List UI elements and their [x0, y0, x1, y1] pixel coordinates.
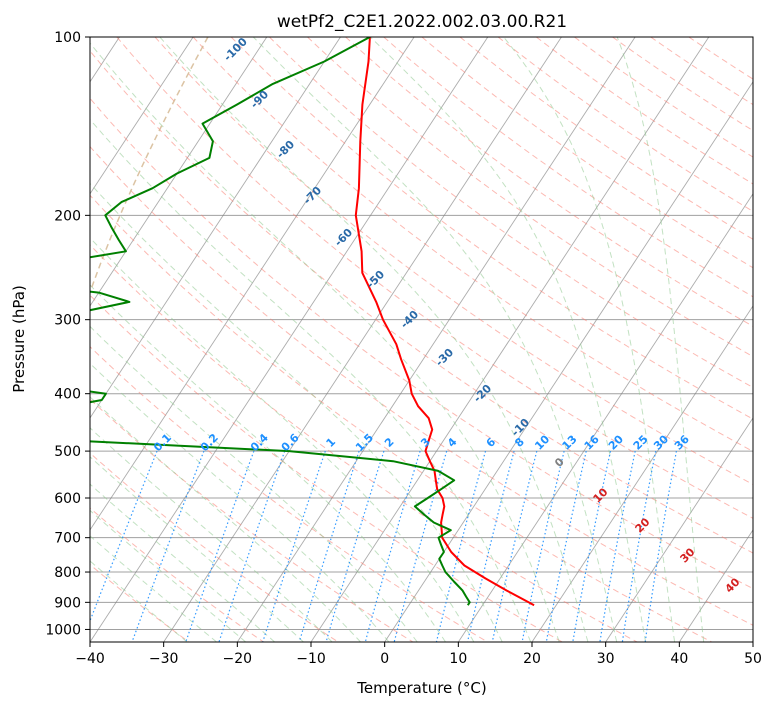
dewpoint-line — [90, 37, 471, 606]
isotherm-line — [90, 37, 341, 419]
mixing-ratio-line — [572, 450, 612, 642]
mixing-ratio-line — [521, 450, 565, 642]
moist-adiabat-line — [90, 237, 475, 642]
moist-adiabat-line — [90, 427, 333, 642]
moist-adiabat-line — [90, 118, 532, 642]
sounding-series — [90, 37, 535, 607]
x-tick-label: −30 — [149, 651, 179, 667]
y-tick-label: 900 — [54, 595, 81, 611]
x-tick-label: −20 — [223, 651, 253, 667]
dry-adiabat-line — [90, 244, 638, 642]
dry-adiabat-line — [90, 145, 753, 626]
moist-adiabat-line — [90, 284, 446, 642]
dry-adiabat-line — [269, 37, 753, 389]
y-tick-label: 500 — [54, 444, 81, 460]
dry-adiabat-line — [90, 452, 339, 642]
x-tick-label: −40 — [75, 651, 105, 667]
mixing-ratio-line — [621, 450, 657, 642]
mixing-ratio-line — [325, 450, 385, 642]
isotherm-line — [457, 193, 753, 642]
isotherm-line — [605, 417, 753, 642]
dry-adiabat-line — [154, 37, 753, 485]
dry-adiabat-line — [90, 97, 753, 590]
y-tick-label: 600 — [54, 491, 81, 507]
moist-adiabat-line — [503, 37, 676, 642]
x-axis-ticks: −40 −30 −20 −10 0 10 20 30 40 50 — [75, 642, 762, 667]
isotherm-line — [90, 37, 268, 307]
y-axis-label: Pressure (hPa) — [10, 285, 28, 393]
y-axis-ticks: 100 200 300 400 500 600 700 800 900 1000 — [45, 30, 90, 638]
dry-adiabat-lines — [90, 37, 753, 642]
isotherm-line — [310, 37, 710, 642]
x-tick-label: 40 — [670, 651, 688, 667]
x-tick-label: 20 — [523, 651, 541, 667]
chart-title: wetPf2_C2E1.2022.002.03.00.R21 — [277, 12, 567, 32]
moist-adiabat-lines — [90, 37, 705, 642]
moist-adiabat-line — [616, 37, 705, 642]
x-tick-label: 50 — [744, 651, 762, 667]
mixing-ratio-line — [466, 450, 515, 642]
y-tick-label: 200 — [54, 208, 81, 224]
moist-adiabat-line — [90, 42, 560, 642]
x-tick-label: 10 — [449, 651, 467, 667]
isotherm-line — [236, 37, 636, 642]
dry-adiabat-line — [535, 37, 753, 185]
mixing-ratio-line — [218, 450, 286, 642]
mixing-ratio-line — [491, 450, 538, 642]
y-tick-label: 100 — [54, 30, 81, 46]
dry-adiabat-line — [307, 37, 753, 358]
moist-adiabat-line — [90, 362, 390, 642]
isotherm-line — [90, 37, 415, 531]
dry-adiabat-line — [90, 50, 753, 554]
moist-adiabat-line — [90, 325, 418, 642]
x-tick-label: −10 — [296, 651, 326, 667]
mixing-ratio-line — [262, 450, 326, 642]
temperature-line — [354, 37, 535, 607]
moist-adiabat-line — [90, 509, 247, 642]
mixing-ratio-line — [599, 450, 636, 642]
dry-adiabat-line — [383, 37, 753, 298]
moist-adiabat-line — [159, 37, 589, 642]
isotherm-line — [90, 37, 194, 195]
y-tick-label: 400 — [54, 387, 81, 403]
mixing-ratio-line — [644, 450, 677, 642]
x-axis-label: Temperature (°C) — [356, 679, 486, 697]
moist-adiabat-line — [90, 182, 503, 642]
dry-adiabat-line — [192, 37, 753, 452]
dry-adiabat-line — [421, 37, 753, 269]
isotherm-line — [678, 529, 753, 642]
moist-adiabat-line — [90, 483, 275, 642]
mixing-ratio-lines — [90, 37, 677, 642]
isotherm-line — [531, 305, 753, 642]
plot-frame — [89, 36, 754, 643]
mixing-ratio-line — [90, 450, 158, 623]
y-tick-label: 300 — [54, 313, 81, 329]
mixing-ratio-line — [435, 450, 487, 642]
mixing-ratio-line — [545, 450, 587, 642]
isotherm-line — [384, 80, 753, 642]
isotherm-line — [163, 37, 562, 642]
isotherm-lines — [90, 37, 753, 642]
dry-adiabat-line — [90, 398, 414, 642]
y-tick-label: 800 — [54, 565, 81, 581]
moist-adiabat-line — [370, 37, 647, 642]
dry-adiabat-line — [90, 345, 488, 642]
dry-adiabat-line — [230, 37, 753, 420]
dry-adiabat-line — [90, 294, 563, 642]
moist-adiabat-line — [90, 456, 304, 642]
mixing-ratio-line — [131, 450, 205, 642]
y-tick-label: 1000 — [45, 622, 81, 638]
mixing-ratio-line — [364, 450, 421, 642]
isobar-lines — [90, 37, 753, 630]
dry-adiabat-line — [497, 37, 753, 212]
x-tick-label: 0 — [380, 651, 389, 667]
y-tick-label: 700 — [54, 531, 81, 547]
dry-adiabat-line — [116, 37, 753, 519]
x-tick-label: 30 — [597, 651, 615, 667]
dry-adiabat-line — [90, 194, 712, 642]
